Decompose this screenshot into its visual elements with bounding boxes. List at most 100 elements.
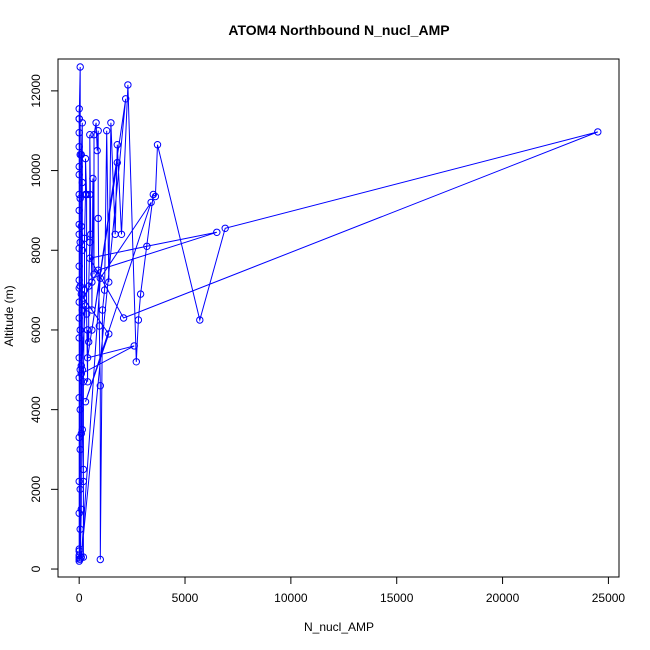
data-point <box>75 220 83 229</box>
data-point <box>88 278 96 286</box>
data-point <box>88 326 96 334</box>
data-point <box>81 302 90 310</box>
data-point <box>100 286 109 294</box>
data-point <box>149 190 158 199</box>
x-tick-label: 20000 <box>486 591 520 605</box>
data-point <box>81 154 90 163</box>
y-tick-label: 2000 <box>29 476 43 503</box>
data-point <box>85 338 93 346</box>
data-point <box>213 228 221 237</box>
data-point <box>82 310 91 318</box>
data-point <box>75 206 83 215</box>
data-point <box>151 192 160 201</box>
data-point <box>221 224 229 233</box>
data-point <box>130 342 138 350</box>
series-points-group <box>75 63 602 565</box>
y-tick-label: 10000 <box>29 154 43 188</box>
data-point <box>78 425 87 434</box>
data-point <box>75 433 83 442</box>
data-point <box>92 119 100 127</box>
data-point <box>75 314 83 322</box>
y-tick-label: 8000 <box>29 237 43 264</box>
data-point <box>77 150 86 159</box>
data-point <box>78 119 87 127</box>
data-point <box>75 230 83 239</box>
data-point <box>75 334 83 342</box>
data-point <box>75 374 83 382</box>
data-point <box>90 270 98 278</box>
data-point <box>75 354 83 362</box>
data-point <box>132 358 141 366</box>
data-point <box>87 230 95 239</box>
data-point <box>75 129 83 137</box>
data-point <box>86 254 94 262</box>
data-point <box>113 141 122 149</box>
data-point <box>75 477 83 486</box>
data-point <box>94 214 102 223</box>
data-point <box>124 81 132 89</box>
data-point <box>79 465 88 474</box>
data-point <box>95 322 104 330</box>
data-point <box>76 238 84 247</box>
x-tick-label: 25000 <box>592 591 626 605</box>
x-tick-label: 5000 <box>172 591 199 605</box>
data-point <box>76 63 84 71</box>
data-point <box>93 146 101 155</box>
data-point <box>107 119 115 127</box>
data-point <box>75 162 83 171</box>
data-point <box>79 378 88 386</box>
data-point <box>122 95 130 103</box>
data-point <box>76 445 84 454</box>
data-point <box>78 366 87 374</box>
data-point <box>77 362 86 370</box>
data-point <box>76 282 84 290</box>
x-tick-label: 10000 <box>274 591 308 605</box>
data-point <box>147 198 155 207</box>
data-point <box>76 194 84 203</box>
y-tick-label: 6000 <box>29 316 43 343</box>
data-point <box>96 382 105 390</box>
x-tick-label: 15000 <box>380 591 414 605</box>
data-point <box>75 509 83 517</box>
data-point <box>83 326 92 334</box>
data-point <box>81 398 90 406</box>
data-point <box>75 170 83 179</box>
data-point <box>86 190 94 199</box>
y-tick-label: 0 <box>29 565 43 572</box>
data-point <box>79 477 88 486</box>
data-point <box>113 158 122 167</box>
data-point <box>77 429 86 438</box>
data-point <box>96 274 105 282</box>
data-point <box>86 238 94 247</box>
data-point <box>86 131 94 139</box>
plot-frame <box>57 58 620 578</box>
data-point <box>105 278 113 286</box>
data-point <box>83 354 92 362</box>
data-point <box>94 266 102 274</box>
data-point <box>77 553 86 561</box>
series-line-group <box>78 66 598 562</box>
data-point <box>77 222 86 231</box>
data-point <box>88 306 96 314</box>
data-point <box>96 555 105 564</box>
data-point <box>76 366 84 374</box>
data-point <box>89 174 97 183</box>
data-point <box>75 262 83 270</box>
data-point <box>79 553 88 561</box>
data-point <box>76 485 84 493</box>
data-point <box>153 141 162 149</box>
data-point <box>78 246 87 255</box>
data-point <box>77 505 86 513</box>
data-point <box>594 128 602 136</box>
x-axis-label: N_nucl_AMP <box>304 620 374 634</box>
data-point <box>77 370 86 378</box>
data-point <box>75 394 83 402</box>
series-line <box>78 66 598 562</box>
x-axis: 0 5000 10000 15000 20000 25000 <box>76 576 626 605</box>
data-point <box>117 230 126 239</box>
y-axis-label: Altitude (m) <box>2 285 16 346</box>
data-point <box>119 314 128 322</box>
x-tick-label: 0 <box>76 591 83 605</box>
